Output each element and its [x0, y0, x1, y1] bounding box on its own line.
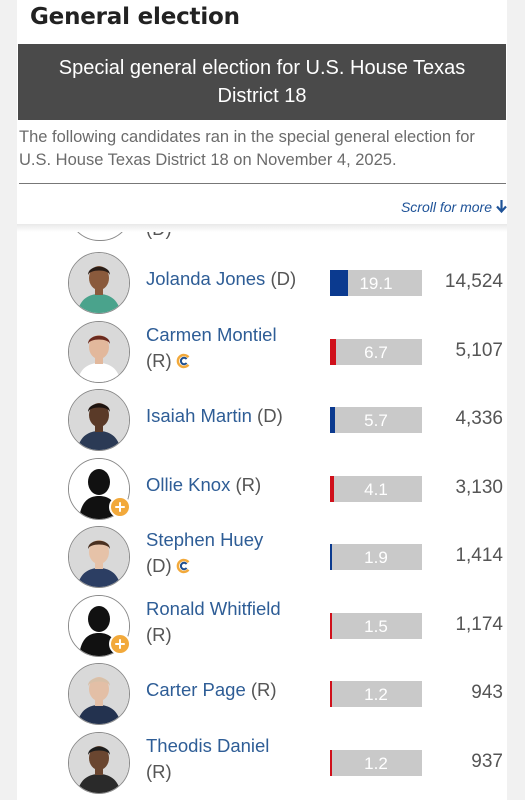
vote-count: 1,174 [455, 613, 503, 635]
candidate-party: (R) [250, 679, 277, 700]
vote-share-fill [330, 407, 335, 433]
candidate-party: (D) [270, 268, 297, 289]
candidate-party: (D) [146, 555, 172, 576]
vote-share-fill [330, 544, 332, 570]
table-row: Stephen Huey (D) 1.9 1,414 [17, 523, 507, 591]
vote-count: 14,524 [444, 271, 503, 292]
ballotpedia-c-icon [176, 558, 190, 574]
vote-count: 5,107 [455, 339, 503, 361]
vote-share-bar: 19.1 [330, 270, 422, 296]
candidate-party: (R) [146, 760, 172, 782]
candidate-party: (R) [146, 623, 172, 645]
ballotpedia-c-icon [176, 353, 190, 368]
vote-share-bar: 6.7 [330, 338, 422, 365]
vote-share-fill [330, 270, 348, 296]
candidate-photo[interactable] [68, 320, 130, 383]
candidate-name: Carmen Montiel [146, 323, 277, 345]
race-intro-text: The following candidates ran in the spec… [19, 128, 475, 169]
vote-share-fill [330, 338, 336, 365]
vote-percentage: 6.7 [364, 342, 388, 362]
vote-count: 1,414 [455, 545, 503, 566]
candidate-photo[interactable] [68, 663, 130, 725]
vote-share-fill [330, 475, 334, 502]
candidate-photo[interactable] [68, 526, 130, 588]
candidate-name: Jolanda Jones [146, 268, 266, 289]
table-row: Carter Page (R) 1.2 943 [17, 660, 507, 728]
vote-count: 4,336 [455, 408, 503, 429]
vote-percentage: 5.7 [364, 411, 388, 430]
candidate-name: Isaiah Martin [146, 405, 252, 426]
vote-percentage: 4.1 [364, 479, 388, 499]
candidate-name-link[interactable]: Isaiah Martin (D) [146, 403, 326, 429]
vote-share-bar: 4.1 [330, 475, 422, 502]
table-row: Jolanda Jones (D) 19.1 14,524 [17, 249, 507, 317]
candidate-name-link[interactable]: Carmen Montiel (R) [146, 322, 326, 374]
vote-share-bar: 1.9 [330, 544, 422, 570]
candidate-name: Ronald Whitfield [146, 597, 281, 619]
candidate-name-link[interactable]: Stephen Huey (D) [146, 527, 326, 579]
add-photo-icon [109, 495, 131, 518]
table-row: Carmen Montiel (R) 6.7 5,107 [17, 318, 507, 386]
results-table: (D) Jolanda Jones (D) 19.1 14,524 Carmen Mo… [17, 224, 507, 800]
candidate-party: (R) [146, 349, 172, 371]
vote-count: 943 [471, 682, 503, 703]
candidate-name: Ollie Knox [146, 473, 231, 495]
vote-percentage: 19.1 [359, 274, 393, 293]
vote-percentage: 1.2 [364, 753, 388, 773]
divider [19, 183, 506, 184]
table-row: Ollie Knox (R) 4.1 3,130 [17, 455, 507, 523]
scroll-for-more-hint[interactable]: Scroll for more [401, 199, 507, 215]
candidate-name-link[interactable]: Ollie Knox (R) [146, 472, 326, 498]
vote-percentage: 1.5 [364, 616, 388, 636]
candidate-name: Theodis Daniel [146, 734, 270, 756]
arrow-down-icon [496, 200, 507, 214]
vote-percentage: 1.9 [364, 548, 388, 567]
vote-share-bar: 1.5 [330, 612, 422, 639]
vote-share-bar: 1.2 [330, 749, 422, 776]
candidate-name-link[interactable]: Theodis Daniel (R) [146, 733, 326, 785]
candidate-name-link[interactable]: Ronald Whitfield (R) [146, 596, 326, 648]
vote-share-fill [330, 681, 332, 707]
candidate-photo[interactable] [68, 389, 130, 451]
add-photo-icon [109, 632, 131, 655]
vote-share-fill [330, 612, 332, 639]
table-row: Isaiah Martin (D) 5.7 4,336 [17, 386, 507, 454]
vote-share-bar: 1.2 [330, 681, 422, 707]
vote-count: 3,130 [455, 476, 503, 498]
election-widget: General election Special general electio… [17, 0, 507, 800]
section-heading: General election [30, 4, 240, 30]
scroll-shadow [17, 224, 507, 232]
candidate-photo[interactable] [68, 731, 130, 794]
candidate-photo[interactable] [68, 252, 130, 314]
vote-count: 937 [471, 750, 503, 772]
candidate-name-link[interactable]: Jolanda Jones (D) [146, 266, 326, 292]
candidate-party: (R) [235, 473, 262, 495]
race-title-banner: Special general election for U.S. House … [18, 44, 506, 120]
candidate-name-link[interactable]: Carter Page (R) [146, 677, 326, 703]
vote-percentage: 1.2 [364, 685, 388, 704]
candidate-name: Stephen Huey [146, 529, 264, 550]
vote-share-fill [330, 749, 332, 776]
candidate-name: Carter Page [146, 679, 246, 700]
table-row: Ronald Whitfield (R) 1.5 1,174 [17, 592, 507, 660]
vote-share-bar: 5.7 [330, 407, 422, 433]
scroll-hint-label: Scroll for more [400, 199, 492, 215]
candidate-party: (D) [257, 405, 283, 426]
table-row: Theodis Daniel (R) 1.2 937 [17, 729, 507, 797]
